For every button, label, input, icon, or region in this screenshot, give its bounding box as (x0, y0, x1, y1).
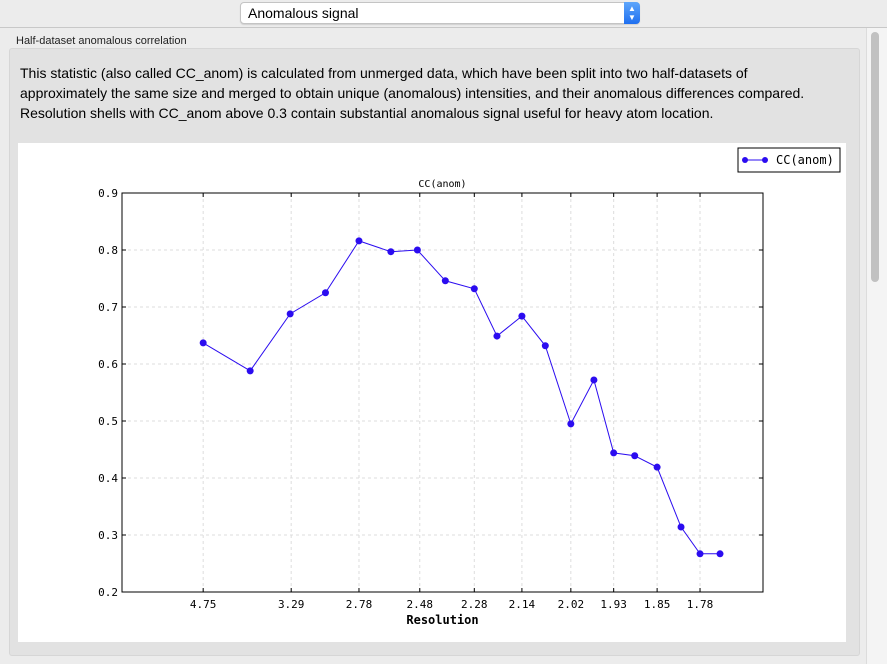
group-title: Half-dataset anomalous correlation (16, 35, 187, 47)
data-point (355, 237, 363, 245)
y-tick-label: 0.6 (98, 358, 118, 371)
view-select-dropdown[interactable]: Anomalous signal ▲ ▼ (240, 2, 640, 24)
x-tick-label: 1.85 (644, 598, 671, 611)
x-tick-label: 2.48 (407, 598, 434, 611)
y-tick-label: 0.9 (98, 187, 118, 200)
x-axis-label: Resolution (406, 613, 478, 627)
data-point (677, 523, 685, 531)
data-point (470, 285, 478, 293)
data-point (653, 463, 661, 471)
data-point (541, 342, 549, 350)
data-point (387, 248, 395, 256)
data-point (493, 332, 501, 340)
legend-label: CC(anom) (776, 153, 834, 167)
y-tick-label: 0.7 (98, 301, 118, 314)
data-point (286, 310, 294, 318)
data-point (610, 449, 618, 457)
chart-title: CC(anom) (418, 179, 466, 190)
x-tick-label: 2.02 (558, 598, 585, 611)
x-tick-label: 1.93 (600, 598, 627, 611)
toolbar: Anomalous signal ▲ ▼ (0, 0, 887, 28)
x-tick-label: 1.78 (687, 598, 714, 611)
series-line (202, 240, 721, 555)
x-tick-label: 2.78 (346, 598, 373, 611)
legend-marker (742, 157, 748, 163)
data-point (199, 339, 207, 347)
plot-frame (121, 192, 764, 593)
cc-anom-chart: CC(anom) 0.2 0.3 0.4 0.5 0.6 0.7 0.8 0.9 4.75 3.29… (98, 147, 841, 627)
data-point (441, 277, 449, 285)
x-tick-label: 4.75 (190, 598, 217, 611)
data-point (716, 550, 724, 558)
data-point (631, 452, 639, 460)
updown-chevron-icon: ▲ ▼ (624, 2, 640, 24)
y-tick-label: 0.5 (98, 415, 118, 428)
x-tick-label: 2.28 (461, 598, 488, 611)
vertical-scrollbar[interactable] (866, 28, 887, 664)
data-point (590, 376, 598, 384)
scrollbar-thumb[interactable] (871, 32, 879, 282)
y-tick-label: 0.3 (98, 529, 118, 542)
data-point (567, 420, 575, 428)
y-tick-label: 0.2 (98, 586, 118, 599)
x-tick-label: 2.14 (509, 598, 536, 611)
x-tick-label: 3.29 (278, 598, 305, 611)
data-point (413, 246, 421, 254)
dropdown-value: Anomalous signal (248, 5, 359, 21)
chart-container: CC(anom) 0.2 0.3 0.4 0.5 0.6 0.7 0.8 0.9 4.75 3.29… (18, 143, 846, 642)
data-point (321, 289, 329, 297)
description-text: This statistic (also called CC_anom) is … (20, 65, 805, 121)
data-point (518, 312, 526, 320)
y-tick-label: 0.4 (98, 472, 118, 485)
data-point (696, 550, 704, 558)
y-tick-label: 0.8 (98, 244, 118, 257)
legend-marker (762, 157, 768, 163)
data-point (246, 367, 254, 375)
